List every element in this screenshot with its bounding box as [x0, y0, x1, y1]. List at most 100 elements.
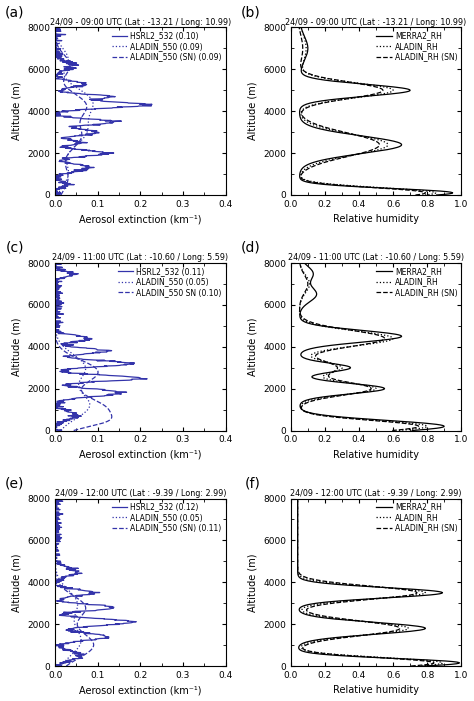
ALADIN_550 (0.05): [55, 336, 61, 344]
ALADIN_550 SN (0.10): [52, 259, 58, 267]
ALADIN_RH: [371, 91, 377, 100]
Line: ALADIN_550 (0.05): ALADIN_550 (0.05): [55, 498, 81, 666]
ALADIN_RH (SN): [377, 88, 383, 97]
Line: ALADIN_550 (SN) (0.09): ALADIN_550 (SN) (0.09): [55, 27, 87, 195]
HSRL2_532 (0.12): [53, 581, 59, 590]
ALADIN_RH (SN): [303, 285, 309, 294]
ALADIN_550 (SN) (0.09): [52, 27, 58, 36]
Line: HSRL2_532 (0.11): HSRL2_532 (0.11): [55, 263, 147, 430]
ALADIN_550 (0.05): [52, 498, 58, 507]
Line: ALADIN_RH: ALADIN_RH: [300, 263, 427, 430]
MERRA2_RH: [363, 327, 369, 335]
HSRL2_532 (0.11): [55, 426, 61, 435]
ALADIN_550 (0.09): [55, 191, 61, 199]
MERRA2_RH: [410, 426, 415, 435]
MERRA2_RH: [434, 191, 439, 199]
ALADIN_550 (0.09): [85, 91, 91, 100]
HSRL2_532 (0.11): [107, 347, 112, 355]
MERRA2_RH: [421, 662, 427, 670]
ALADIN_550 (0.05): [61, 581, 67, 590]
ALADIN_550 (0.09): [90, 100, 96, 109]
HSRL2_532 (0.10): [149, 100, 155, 109]
ALADIN_RH: [386, 88, 392, 97]
HSRL2_532 (0.12): [58, 662, 64, 670]
ALADIN_550 (SN) (0.09): [52, 23, 58, 32]
Title: 24/09 - 11:00 UTC (Lat : -10.60 / Long: 5.59): 24/09 - 11:00 UTC (Lat : -10.60 / Long: …: [52, 253, 228, 262]
ALADIN_RH: [303, 50, 309, 58]
MERRA2_RH: [309, 275, 315, 283]
ALADIN_550 (0.05): [52, 263, 58, 271]
ALADIN_RH: [396, 426, 402, 435]
X-axis label: Aerosol extinction (km⁻¹): Aerosol extinction (km⁻¹): [79, 215, 201, 224]
ALADIN_550 (0.09): [65, 53, 71, 62]
Text: (e): (e): [5, 476, 25, 490]
ALADIN_RH (SN): [395, 426, 401, 434]
Line: ALADIN_550 (0.09): ALADIN_550 (0.09): [55, 27, 93, 195]
MERRA2_RH: [441, 190, 447, 198]
ALADIN_RH (SN): [355, 327, 361, 336]
X-axis label: Aerosol extinction (km⁻¹): Aerosol extinction (km⁻¹): [79, 686, 201, 695]
ALADIN_RH (SN): [295, 510, 301, 519]
ALADIN_550 (SN) (0.11): [53, 571, 59, 580]
Title: 24/09 - 09:00 UTC (Lat : -13.21 / Long: 10.99): 24/09 - 09:00 UTC (Lat : -13.21 / Long: …: [50, 18, 231, 27]
MERRA2_RH: [295, 562, 301, 571]
ALADIN_550 (SN) (0.09): [58, 191, 64, 199]
HSRL2_532 (0.10): [57, 111, 63, 120]
MERRA2_RH: [311, 285, 317, 294]
Text: (b): (b): [240, 5, 260, 19]
HSRL2_532 (0.12): [54, 494, 60, 503]
Text: (a): (a): [5, 5, 25, 19]
MERRA2_RH: [431, 661, 437, 669]
Line: ALADIN_RH (SN): ALADIN_RH (SN): [298, 498, 434, 666]
Text: (f): (f): [244, 476, 260, 490]
HSRL2_532 (0.10): [52, 110, 58, 118]
ALADIN_550 (SN) (0.11): [52, 494, 58, 503]
MERRA2_RH: [295, 510, 301, 519]
ALADIN_550 (0.05): [58, 662, 64, 670]
HSRL2_532 (0.10): [54, 191, 60, 199]
ALADIN_RH (SN): [390, 426, 395, 435]
ALADIN_550 (SN) (0.09): [81, 110, 86, 118]
X-axis label: Relative humidity: Relative humidity: [333, 686, 419, 695]
ALADIN_550 (SN) (0.11): [52, 524, 58, 533]
Legend: MERRA2_RH, ALADIN_RH, ALADIN_RH (SN): MERRA2_RH, ALADIN_RH, ALADIN_RH (SN): [375, 501, 459, 534]
ALADIN_RH (SN): [295, 521, 301, 529]
Y-axis label: Altitude (m): Altitude (m): [247, 82, 257, 140]
Legend: HSRL2_532 (0.11), ALADIN_550 (0.05), ALADIN_550 SN (0.10): HSRL2_532 (0.11), ALADIN_550 (0.05), ALA…: [117, 265, 223, 299]
Line: HSRL2_532 (0.12): HSRL2_532 (0.12): [55, 498, 136, 666]
ALADIN_RH: [415, 662, 421, 670]
ALADIN_RH: [352, 327, 357, 335]
ALADIN_RH (SN): [415, 661, 421, 669]
ALADIN_RH (SN): [295, 559, 301, 568]
X-axis label: Relative humidity: Relative humidity: [333, 450, 419, 460]
Line: HSRL2_532 (0.10): HSRL2_532 (0.10): [55, 27, 152, 195]
ALADIN_550 (0.09): [53, 27, 58, 36]
ALADIN_RH (SN): [300, 39, 305, 48]
ALADIN_550 (0.05): [58, 426, 64, 435]
MERRA2_RH: [335, 324, 340, 332]
ALADIN_550 (SN) (0.11): [52, 498, 58, 507]
ALADIN_550 (0.05): [52, 494, 58, 503]
ALADIN_RH: [297, 259, 303, 267]
Y-axis label: Altitude (m): Altitude (m): [12, 553, 22, 611]
Legend: HSRL2_532 (0.10), ALADIN_550 (0.09), ALADIN_550 (SN) (0.09): HSRL2_532 (0.10), ALADIN_550 (0.09), ALA…: [110, 29, 223, 63]
ALADIN_550 (SN) (0.11): [58, 581, 64, 590]
ALADIN_RH: [356, 327, 362, 336]
ALADIN_550 (0.05): [53, 327, 59, 335]
Line: ALADIN_550 (SN) (0.11): ALADIN_550 (SN) (0.11): [55, 498, 94, 666]
HSRL2_532 (0.11): [85, 336, 91, 344]
MERRA2_RH: [295, 559, 301, 568]
ALADIN_RH: [423, 661, 428, 669]
Text: (c): (c): [6, 240, 25, 254]
Legend: MERRA2_RH, ALADIN_RH, ALADIN_RH (SN): MERRA2_RH, ALADIN_RH, ALADIN_RH (SN): [375, 265, 459, 299]
ALADIN_RH: [299, 23, 304, 32]
ALADIN_550 (SN) (0.11): [64, 662, 69, 670]
ALADIN_RH (SN): [334, 324, 340, 332]
ALADIN_550 (0.09): [87, 110, 92, 118]
ALADIN_550 (0.09): [53, 23, 58, 32]
ALADIN_550 (SN) (0.09): [74, 91, 80, 100]
ALADIN_550 (SN) (0.11): [58, 583, 64, 591]
ALADIN_RH: [427, 190, 433, 198]
ALADIN_RH (SN): [300, 50, 305, 58]
MERRA2_RH: [295, 563, 301, 571]
